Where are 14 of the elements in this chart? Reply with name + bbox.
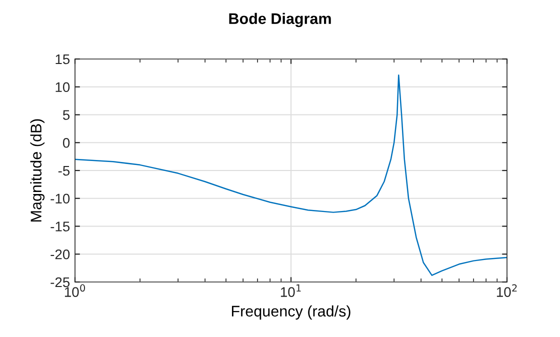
y-tick-label: -20: [50, 249, 70, 260]
y-tick-label: -15: [50, 222, 70, 232]
y-tick-label: 5: [62, 110, 70, 120]
x-axis-title: Frequency (rad/s): [232, 305, 350, 320]
y-tick-label: 0: [62, 138, 70, 148]
x-tick-label: 10$^{2}$: [496, 284, 517, 297]
y-axis-title: Magnitude (dB): [30, 119, 45, 222]
chart-title: Bode Diagram: [229, 12, 331, 28]
y-tick-label: 15: [56, 54, 70, 64]
y-tick-label: -25: [50, 277, 70, 288]
y-tick-label: -5: [58, 166, 70, 176]
x-tick-label: 10$^{1}$: [280, 284, 301, 297]
y-tick-label: 10: [56, 82, 70, 92]
y-tick-label: -10: [50, 194, 70, 204]
